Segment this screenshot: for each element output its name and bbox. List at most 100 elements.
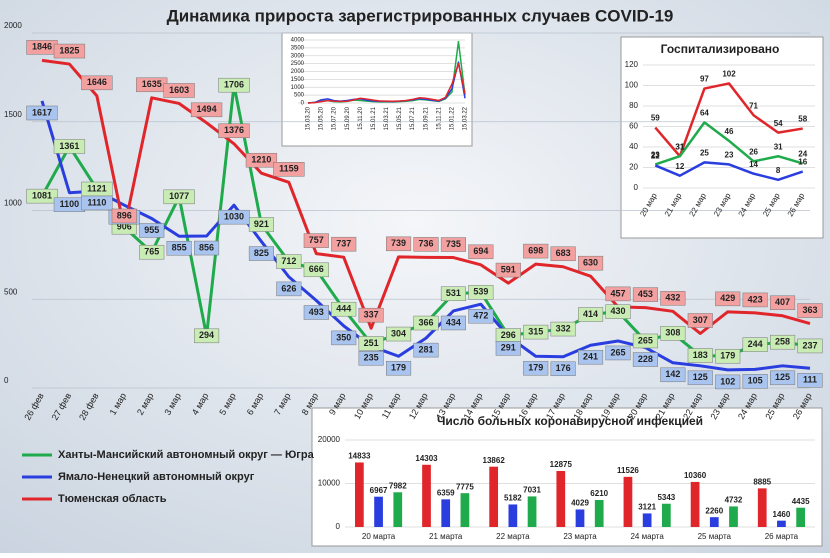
y-tick-label: 500 [294, 93, 305, 99]
cases-panel [311, 407, 823, 547]
data-label: 423 [748, 294, 763, 304]
label-box [660, 326, 686, 341]
data-label: 1361 [59, 141, 79, 151]
data-label: 142 [665, 369, 680, 379]
data-label: 307 [693, 315, 708, 325]
x-tick-label: 15.05.21 [397, 106, 403, 130]
label-box [687, 348, 713, 363]
data-label: 1494 [197, 104, 217, 114]
data-label: 31 [675, 142, 684, 151]
label-box [523, 360, 549, 376]
y-tick-label: 20000 [318, 435, 341, 444]
label-box [81, 195, 113, 211]
data-label: 1121 [87, 183, 107, 193]
legend-label: Тюменская область [58, 493, 167, 505]
data-label: 735 [446, 239, 461, 249]
data-label: 712 [281, 256, 296, 266]
data-label: 176 [556, 363, 571, 373]
data-label: 97 [700, 75, 709, 84]
label-box [194, 240, 220, 256]
label-box [742, 374, 768, 389]
label-box [139, 244, 165, 260]
x-tick-label: 15.01.21 [371, 106, 377, 130]
data-label: 1159 [279, 164, 299, 174]
label-box [742, 337, 768, 352]
y-tick-label: 20 [629, 163, 638, 172]
label-box [303, 262, 329, 278]
data-label: 23 [651, 151, 660, 160]
hospital-panel [620, 36, 824, 239]
data-label: 22 [651, 152, 660, 161]
data-label: 8885 [753, 477, 771, 486]
x-tick-label: 15.07.21 [410, 106, 416, 130]
data-label: 23 [725, 151, 734, 160]
label-box [605, 304, 631, 319]
data-label: 737 [336, 239, 351, 249]
y-tick-label: 2500 [291, 61, 305, 67]
bar [690, 481, 700, 527]
label-box [81, 75, 113, 91]
label-box [660, 367, 686, 383]
data-label: 896 [117, 210, 132, 220]
data-label: 1110 [87, 197, 106, 207]
legend-label: Ямало-Ненецкий автономный округ [58, 471, 255, 483]
x-tick-label: 15.11.20 [358, 106, 364, 130]
label-box [770, 334, 796, 350]
y-tick-label: 1000 [291, 85, 305, 91]
bar [777, 520, 786, 527]
label-box [166, 240, 192, 256]
x-tick-label: 15.03.22 [463, 106, 469, 130]
data-label: 457 [610, 288, 625, 298]
x-tick-label: 15.09.20 [345, 106, 351, 130]
data-label: 757 [309, 235, 324, 245]
bar [623, 476, 633, 527]
label-box [53, 43, 86, 59]
label-box [358, 307, 384, 323]
label-box [687, 313, 713, 328]
data-label: 125 [775, 372, 790, 382]
series-line [40, 100, 811, 372]
x-tick-label: 22 марта [496, 532, 530, 541]
data-label: 6967 [370, 486, 388, 495]
data-label: 1603 [169, 85, 189, 95]
label-box [276, 254, 302, 269]
bar [757, 488, 767, 527]
data-label: 434 [446, 317, 461, 327]
overview-panel [281, 32, 473, 147]
data-label: 31 [675, 142, 684, 151]
bar [489, 466, 499, 527]
data-label: 251 [364, 338, 379, 348]
data-label: 183 [693, 350, 708, 360]
data-label: 296 [501, 330, 516, 340]
data-label: 24 [798, 150, 807, 159]
x-tick-label: 15.05.20 [319, 106, 325, 130]
label-box [53, 139, 86, 154]
data-label: 921 [254, 219, 269, 229]
data-label: 4435 [792, 497, 810, 506]
data-label: 429 [720, 293, 735, 303]
x-tick-label: 25 марта [698, 532, 732, 541]
y-tick-label: 1500 [4, 110, 22, 119]
bar [374, 496, 383, 527]
label-box [523, 324, 549, 340]
data-label: 453 [638, 289, 653, 299]
label-box [139, 223, 165, 238]
data-label: 855 [172, 243, 187, 253]
data-label: 493 [309, 307, 324, 317]
x-tick-label: 20 марта [362, 532, 396, 541]
label-box [632, 287, 658, 302]
data-label: 332 [556, 323, 571, 333]
data-label: 315 [528, 326, 543, 336]
label-box [273, 162, 305, 177]
label-box [523, 243, 549, 259]
bar [661, 503, 671, 527]
label-box [440, 237, 466, 252]
y-tick-label: 0 [336, 522, 341, 531]
data-label: 244 [748, 339, 763, 349]
label-box [770, 370, 796, 386]
bar [422, 464, 431, 527]
label-box [632, 352, 658, 367]
label-box [248, 246, 274, 261]
bar [594, 499, 604, 527]
data-label: 26 [749, 147, 758, 156]
